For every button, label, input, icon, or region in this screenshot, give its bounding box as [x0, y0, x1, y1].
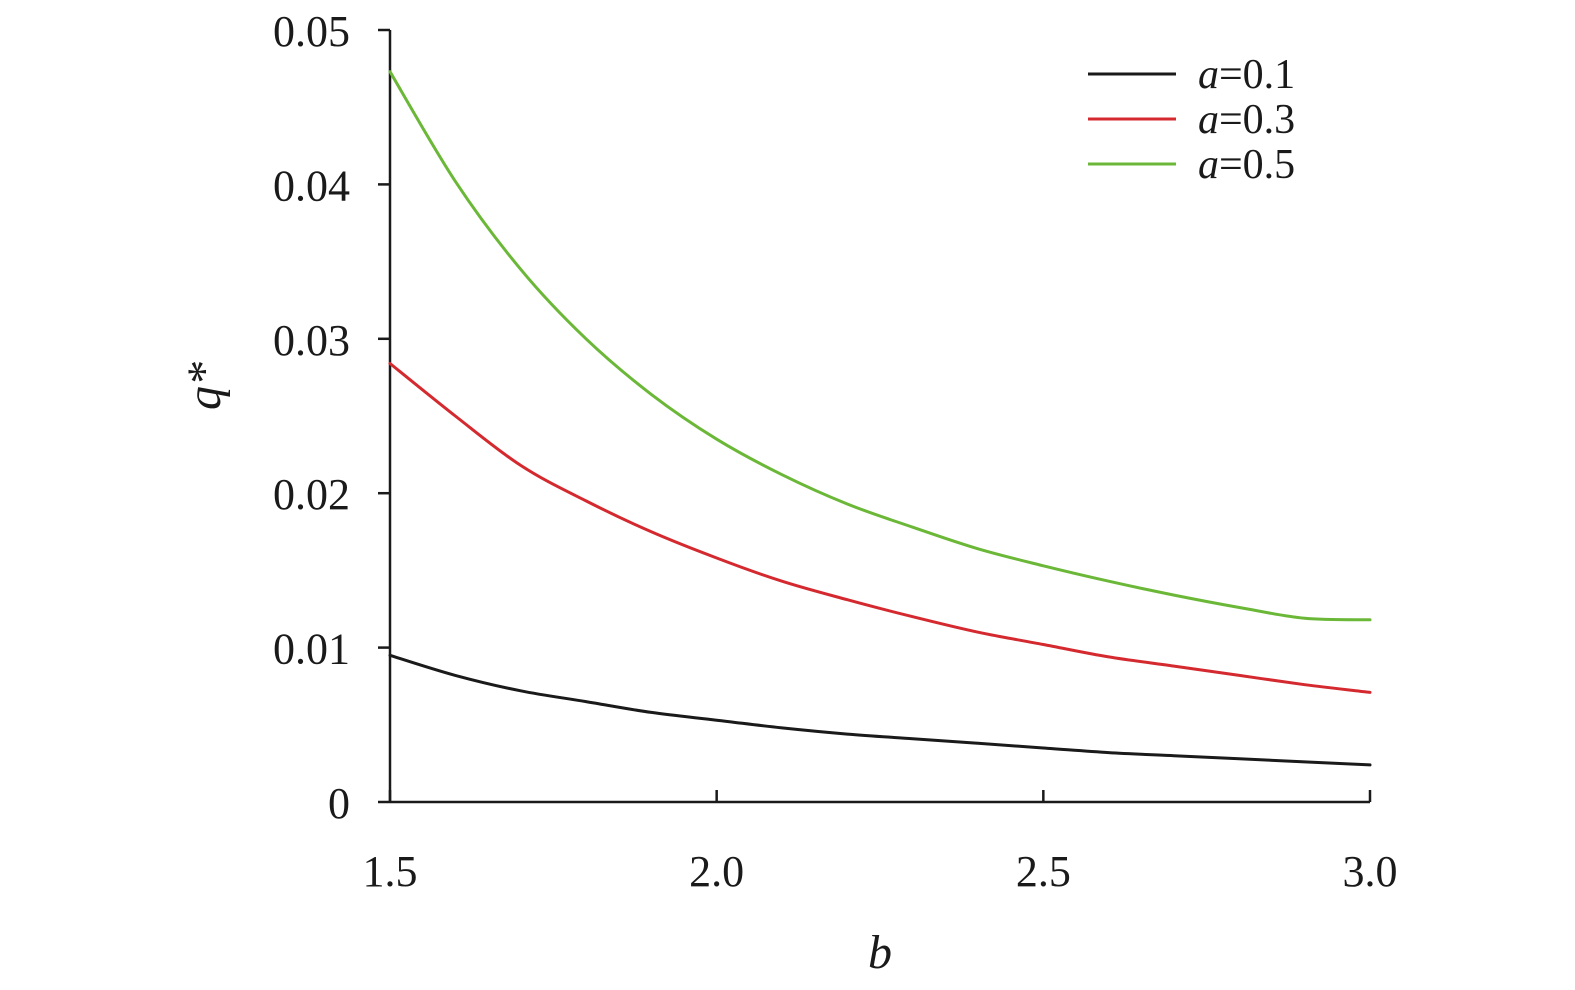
legend-label-variable: a	[1198, 142, 1219, 188]
legend-label-3: a=0.5	[1198, 142, 1295, 188]
legend-label-value: =0.3	[1219, 97, 1295, 143]
y-tick-label: 0	[328, 779, 350, 828]
y-tick-label: 0.02	[273, 470, 350, 519]
legend-label-variable: a	[1198, 52, 1219, 98]
x-tick-label: 2.0	[689, 847, 744, 896]
y-tick-label: 0.05	[273, 7, 350, 56]
series-line-1	[388, 653, 1372, 767]
y-tick-label: 0.01	[273, 625, 350, 674]
series-line-2	[388, 362, 1372, 694]
y-tick-label: 0.03	[273, 316, 350, 365]
x-ticks: 1.5 2.0 2.5 3.0	[363, 790, 1398, 896]
legend-label-value: =0.1	[1219, 52, 1295, 98]
y-ticks: 0 0.01 0.02 0.03 0.04 0.05	[273, 7, 390, 828]
y-axis-title: q*	[178, 362, 231, 410]
series-line-3	[388, 70, 1372, 622]
x-axis-title: b	[868, 926, 892, 979]
y-tick-label: 0.04	[273, 161, 350, 210]
axes	[388, 30, 1370, 804]
x-tick-label: 1.5	[363, 847, 418, 896]
legend-label-2: a=0.3	[1198, 97, 1295, 143]
legend-label-value: =0.5	[1219, 142, 1295, 188]
legend-label-variable: a	[1198, 97, 1219, 143]
legend-label-1: a=0.1	[1198, 52, 1295, 98]
legend: a=0.1a=0.3a=0.5	[1088, 52, 1295, 188]
x-tick-label: 2.5	[1016, 847, 1071, 896]
x-tick-label: 3.0	[1343, 847, 1398, 896]
series-lines	[388, 70, 1372, 767]
